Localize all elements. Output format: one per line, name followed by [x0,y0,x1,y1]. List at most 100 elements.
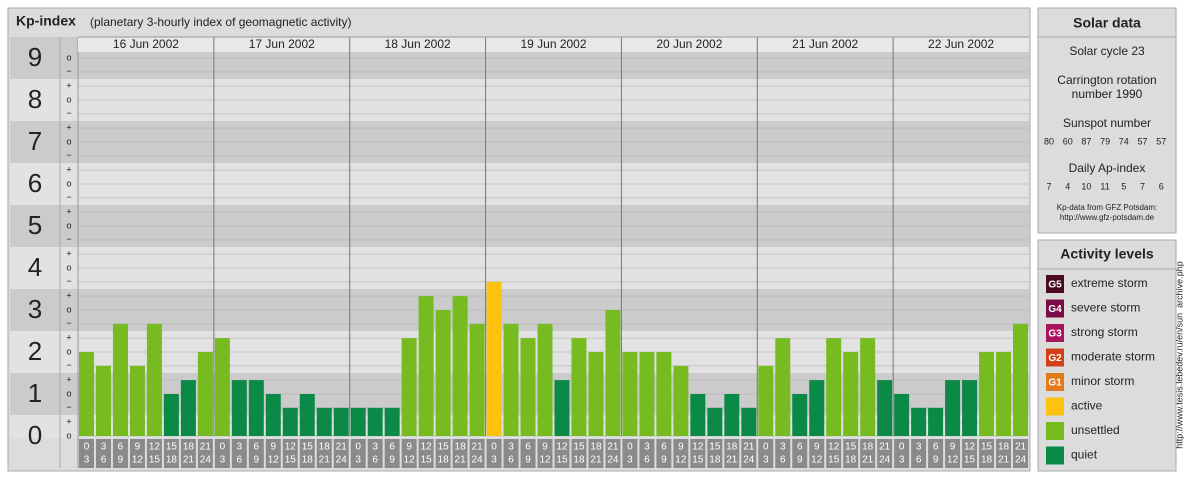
minor-tick-label: o [66,262,71,272]
hour-label: 12 [811,455,823,466]
bar [758,365,774,436]
panel-title: Solar data [1073,15,1141,31]
minor-tick-label: o [66,346,71,356]
hour-label: 6 [101,455,107,466]
hour-label: 0 [899,442,905,453]
hour-box [843,439,859,468]
hour-label: 24 [336,455,348,466]
legend-label: quiet [1071,448,1098,462]
hour-label: 6 [508,455,514,466]
hour-box [503,439,519,468]
hour-label: 21 [336,442,348,453]
hour-box [571,439,587,468]
minor-tick-label: + [66,417,71,427]
bar [639,352,655,436]
bar [996,352,1012,436]
x-date-label: 18 Jun 2002 [385,37,451,51]
x-date-label: 16 Jun 2002 [113,37,179,51]
hour-box [231,439,247,468]
hour-label: 18 [183,442,195,453]
x-date-label: 21 Jun 2002 [792,37,858,51]
hour-label: 12 [556,442,568,453]
hour-box [333,439,349,468]
hour-label: 18 [573,455,585,466]
bar [894,394,910,436]
legend-label: active [1071,399,1103,413]
legend-swatch [1046,324,1064,342]
ap-value: 10 [1081,181,1091,191]
bar [588,352,604,436]
legend-code: G5 [1048,280,1062,291]
hour-label: 21 [472,442,484,453]
hour-label: 21 [455,455,467,466]
bar [146,323,162,436]
hour-label: 9 [525,455,531,466]
hour-box [452,439,468,468]
hour-box [1013,439,1028,468]
hour-label: 15 [285,455,297,466]
minor-tick-label: o [66,136,71,146]
carrington: Carrington rotation [1057,73,1156,87]
minor-tick-label: − [66,192,71,202]
hour-box [588,439,604,468]
hour-label: 0 [355,442,361,453]
bar [316,407,332,436]
bar [231,380,247,436]
ap-value: 11 [1100,181,1109,191]
bar [520,338,536,436]
bar [826,338,842,436]
bar [503,323,519,436]
hour-label: 12 [947,455,959,466]
hour-label: 12 [828,442,840,453]
hour-box [741,439,757,468]
x-date-label: 20 Jun 2002 [656,37,722,51]
hour-label: 24 [879,455,891,466]
hour-label: 3 [627,455,633,466]
panel-title: Activity levels [1060,246,1154,262]
minor-tick-label: o [66,52,71,62]
hour-box [469,439,485,468]
legend-code: G2 [1048,353,1062,364]
hour-label: 6 [797,442,803,453]
hour-label: 3 [84,455,90,466]
hour-box [112,439,128,468]
bar [333,407,349,436]
hour-label: 21 [862,455,874,466]
hour-label: 9 [118,455,124,466]
hour-label: 21 [319,455,331,466]
hour-box [435,439,451,468]
minor-tick-label: + [66,123,71,133]
hour-box [520,439,536,468]
hour-box [656,439,672,468]
hour-label: 9 [814,442,820,453]
hour-box [605,439,621,468]
hour-box [79,439,94,468]
hour-box [95,439,111,468]
hour-box [486,439,502,468]
bar [792,394,808,436]
hour-box [996,439,1012,468]
hour-label: 15 [421,455,433,466]
hour-box [775,439,791,468]
minor-tick-label: − [66,234,71,244]
sunspot-title: Sunspot number [1063,116,1151,130]
hour-box [316,439,332,468]
ap-value: 4 [1065,181,1070,191]
hour-label: 12 [964,442,976,453]
hour-box [180,439,196,468]
hour-label: 0 [627,442,633,453]
hour-box [129,439,145,468]
legend-swatch [1046,348,1064,367]
legend-swatch [1046,397,1064,416]
hour-box [622,439,638,468]
bar [367,407,383,436]
hour-box [792,439,808,468]
hour-label: 15 [302,442,314,453]
hour-label: 6 [525,442,531,453]
y-tick-label: 9 [28,42,42,72]
hour-label: 6 [644,455,650,466]
minor-tick-label: − [66,150,71,160]
bar [299,394,315,436]
hour-label: 18 [709,455,721,466]
bar [911,407,927,436]
